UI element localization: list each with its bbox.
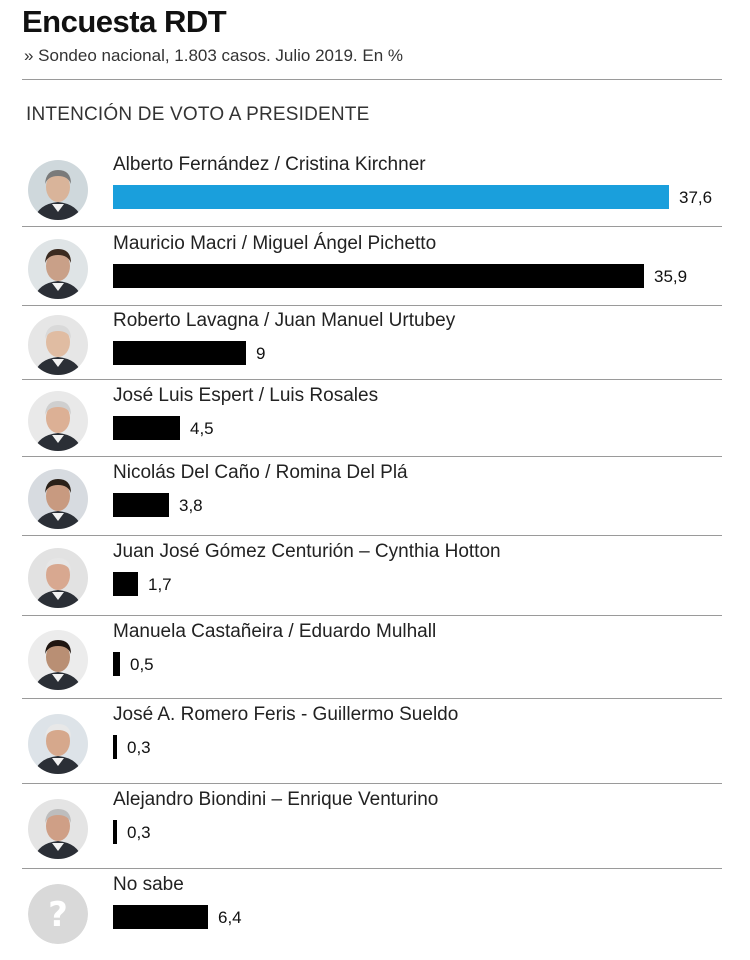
bar bbox=[113, 185, 669, 209]
bar-value-label: 9 bbox=[256, 344, 266, 363]
bar-value-label: 6,4 bbox=[218, 908, 242, 927]
chart-row: José A. Romero Feris - Guillermo Sueldo 0… bbox=[0, 700, 750, 783]
chart-row: Juan José Gómez Centurión – Cynthia Hott… bbox=[0, 537, 750, 615]
bar-category-label: Nicolás Del Caño / Romina Del Plá bbox=[113, 462, 408, 483]
candidate-photo bbox=[28, 239, 88, 299]
chart-row: ? No sabe 6,4 bbox=[0, 870, 750, 954]
row-divider bbox=[22, 379, 722, 380]
row-divider bbox=[22, 783, 722, 784]
bar-value-label: 4,5 bbox=[190, 419, 214, 438]
page-subtitle: » Sondeo nacional, 1.803 casos. Julio 20… bbox=[24, 46, 403, 65]
question-mark-icon: ? bbox=[28, 884, 88, 944]
bar bbox=[113, 572, 138, 596]
bar bbox=[113, 416, 180, 440]
candidate-photo bbox=[28, 798, 88, 859]
bar-category-label: Juan José Gómez Centurión – Cynthia Hott… bbox=[113, 541, 501, 562]
bar bbox=[113, 820, 117, 844]
bar-category-label: No sabe bbox=[113, 874, 184, 895]
bar-value-label: 1,7 bbox=[148, 575, 172, 594]
bar bbox=[113, 341, 246, 365]
candidate-photo bbox=[28, 629, 88, 690]
bar-value-label: 0,5 bbox=[130, 655, 154, 674]
bar-value-label: 35,9 bbox=[654, 267, 688, 286]
chart-row: Alejandro Biondini – Enrique Venturino 0,… bbox=[0, 785, 750, 868]
chart-row: Alberto Fernández / Cristina Kirchner 37,… bbox=[0, 150, 750, 226]
bar-category-label: Roberto Lavagna / Juan Manuel Urtubey bbox=[113, 310, 456, 331]
chart-row: Nicolás Del Caño / Romina Del Plá 3,8 bbox=[0, 458, 750, 535]
page-title: Encuesta RDT bbox=[22, 4, 227, 39]
chart-title: INTENCIÓN DE VOTO A PRESIDENTE bbox=[26, 104, 370, 125]
bar-value-label: 0,3 bbox=[127, 823, 151, 842]
candidate-photo bbox=[28, 390, 88, 451]
bar bbox=[113, 905, 208, 929]
candidate-photo bbox=[28, 548, 88, 608]
bar-category-label: Alberto Fernández / Cristina Kirchner bbox=[113, 154, 426, 175]
bar bbox=[113, 264, 644, 288]
chart-row: Manuela Castañeira / Eduardo Mulhall 0,5 bbox=[0, 617, 750, 698]
row-divider bbox=[22, 535, 722, 536]
bar bbox=[113, 652, 120, 676]
svg-text:?: ? bbox=[48, 895, 68, 935]
row-divider bbox=[22, 698, 722, 699]
candidate-photo bbox=[28, 314, 88, 375]
candidate-photo bbox=[28, 713, 88, 774]
chart-row: Mauricio Macri / Miguel Ángel Pichetto 35… bbox=[0, 229, 750, 305]
bar bbox=[113, 735, 117, 759]
candidate-photo bbox=[28, 160, 88, 220]
row-divider bbox=[22, 305, 722, 306]
bar-category-label: Alejandro Biondini – Enrique Venturino bbox=[113, 789, 439, 810]
chart-row: José Luis Espert / Luis Rosales 4,5 bbox=[0, 381, 750, 456]
chart-row: Roberto Lavagna / Juan Manuel Urtubey 9 bbox=[0, 306, 750, 379]
row-divider bbox=[22, 615, 722, 616]
bar-value-label: 3,8 bbox=[179, 496, 203, 515]
bar-category-label: José Luis Espert / Luis Rosales bbox=[113, 385, 379, 406]
row-divider bbox=[22, 456, 722, 457]
bar-category-label: Manuela Castañeira / Eduardo Mulhall bbox=[113, 621, 437, 642]
bar-value-label: 37,6 bbox=[679, 188, 713, 207]
bar-category-label: José A. Romero Feris - Guillermo Sueldo bbox=[113, 704, 459, 725]
row-divider bbox=[22, 226, 722, 227]
bar bbox=[113, 493, 169, 517]
bar-category-label: Mauricio Macri / Miguel Ángel Pichetto bbox=[113, 233, 437, 254]
bar-value-label: 0,3 bbox=[127, 738, 151, 757]
row-divider bbox=[22, 868, 722, 869]
header-divider bbox=[22, 79, 722, 80]
candidate-photo bbox=[28, 468, 88, 529]
